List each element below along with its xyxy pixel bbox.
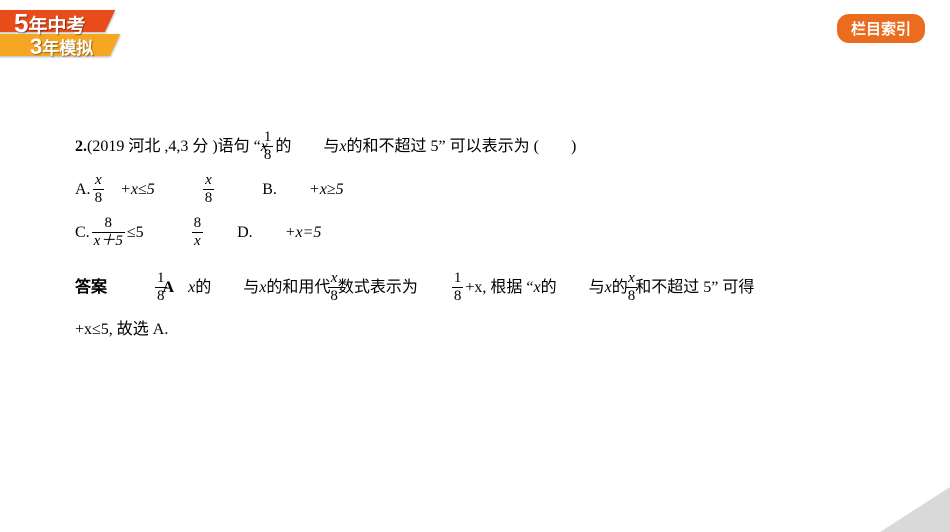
- spacer: [75, 259, 875, 271]
- ans-frac3-num: 1: [452, 271, 464, 287]
- opt-c-extra-num: 8: [192, 216, 204, 232]
- ans-txt2a: 的和用代: [266, 276, 330, 300]
- question-number: 2.: [75, 135, 87, 159]
- answer-row-1: 答案 1 8 A x 的 与 x 的和用代 x 8 数式表示为 1 8 +x, …: [75, 271, 875, 304]
- opt-c-extra-den: x: [192, 232, 203, 249]
- opt-c-frac: 8 x＋5: [92, 216, 125, 249]
- ans-var1: x: [188, 276, 195, 300]
- opt-b-tail: +x≥5: [309, 178, 344, 202]
- opt-c-label: C.: [75, 221, 90, 245]
- options-row-1: A. x 8 +x≤5 x 8 B. +x≥5: [75, 173, 875, 206]
- logo-line2-rest: 年模拟: [42, 39, 93, 58]
- question-source: (2019 河北 ,4,3 分 ): [87, 135, 218, 159]
- ans-txt3a: +x, 根据 “: [465, 276, 533, 300]
- q-frac-1-8: 1 8: [262, 130, 274, 163]
- q-phrase-pre: 语句 “: [218, 135, 261, 159]
- q-mid2: 与: [323, 135, 339, 159]
- index-pill-label: 栏目索引: [851, 21, 911, 38]
- answer-correct: A: [163, 276, 175, 300]
- options-row-2: C. 8 x＋5 ≤5 8 x D. +x=5: [75, 216, 875, 249]
- logo-line1-big: 5: [14, 8, 28, 38]
- q-var-x2: x: [339, 135, 346, 159]
- corner-triangle: [880, 487, 950, 532]
- q-mid1: 的: [275, 135, 291, 159]
- ans-txt2b: 数式表示为: [338, 276, 418, 300]
- opt-d-tail: +x=5: [285, 221, 322, 245]
- answer-row-2: +x≤5, 故选 A.: [75, 314, 875, 346]
- opt-a-frac: x 8: [93, 173, 105, 206]
- logo-line2-big: 3: [30, 34, 42, 59]
- opt-b-label: B.: [262, 178, 277, 202]
- ans-var2: x: [259, 276, 266, 300]
- opt-a-num: x: [93, 173, 104, 189]
- logo-line-2: 3年模拟: [30, 34, 93, 60]
- logo-corner: 5年中考 3年模拟: [0, 0, 120, 100]
- opt-a-extra-frac: x 8: [203, 173, 215, 206]
- question-stem: 2. (2019 河北 ,4,3 分 ) 语句 “ x 1 8 的 与 x 的和…: [75, 130, 875, 163]
- ans-txt3b: 的: [541, 276, 557, 300]
- opt-a-extra-den: 8: [203, 189, 215, 206]
- q-frac-num: 1: [262, 130, 274, 146]
- ans-line2: +x≤5, 故选 A.: [75, 318, 168, 342]
- opt-a-label: A.: [75, 178, 91, 202]
- q-xfrac-cluster: x 1 8: [261, 130, 276, 163]
- content-area: 2. (2019 河北 ,4,3 分 ) 语句 “ x 1 8 的 与 x 的和…: [75, 130, 875, 356]
- ans-pre2: 与: [243, 276, 259, 300]
- ans-txt1: 的: [195, 276, 211, 300]
- q-paren-close: ): [571, 135, 576, 159]
- answer-label: 答案: [75, 276, 107, 300]
- opt-c-tail: ≤5: [127, 221, 144, 245]
- ans-frac3-den: 8: [452, 287, 464, 304]
- opt-a-extra-num: x: [203, 173, 214, 189]
- opt-c-den: x＋5: [92, 232, 125, 249]
- opt-a-den: 8: [93, 189, 105, 206]
- opt-d-label: D.: [237, 221, 253, 245]
- ans-cluster-1: 1 8 A: [153, 271, 174, 304]
- ans-frac3: 1 8: [452, 271, 464, 304]
- ans-pre4: 与: [589, 276, 605, 300]
- ans-var4: x: [605, 276, 612, 300]
- opt-c-extra-frac: 8 x: [192, 216, 204, 249]
- ans-txt4b: 和不超过 5” 可得: [635, 276, 754, 300]
- opt-a-tail: +x≤5: [120, 178, 155, 202]
- ans-var3: x: [534, 276, 541, 300]
- index-pill[interactable]: 栏目索引: [837, 14, 925, 43]
- opt-c-num: 8: [103, 216, 115, 232]
- q-post: 的和不超过 5” 可以表示为 (: [347, 135, 539, 159]
- q-frac-den: 8: [262, 146, 274, 163]
